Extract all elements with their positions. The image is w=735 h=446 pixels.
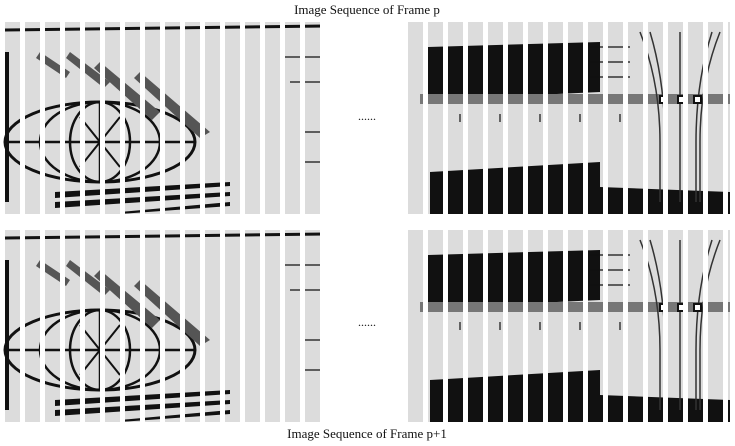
frame-p-right (407, 21, 731, 215)
frame-p-left (3, 20, 327, 216)
frame-p1-left (3, 228, 327, 424)
ellipsis: ...... (358, 109, 376, 123)
frame-p1-right (407, 229, 731, 423)
bottom-caption: Image Sequence of Frame p+1 (287, 426, 447, 441)
ellipsis: ...... (358, 315, 376, 329)
top-caption: Image Sequence of Frame p (294, 2, 440, 17)
